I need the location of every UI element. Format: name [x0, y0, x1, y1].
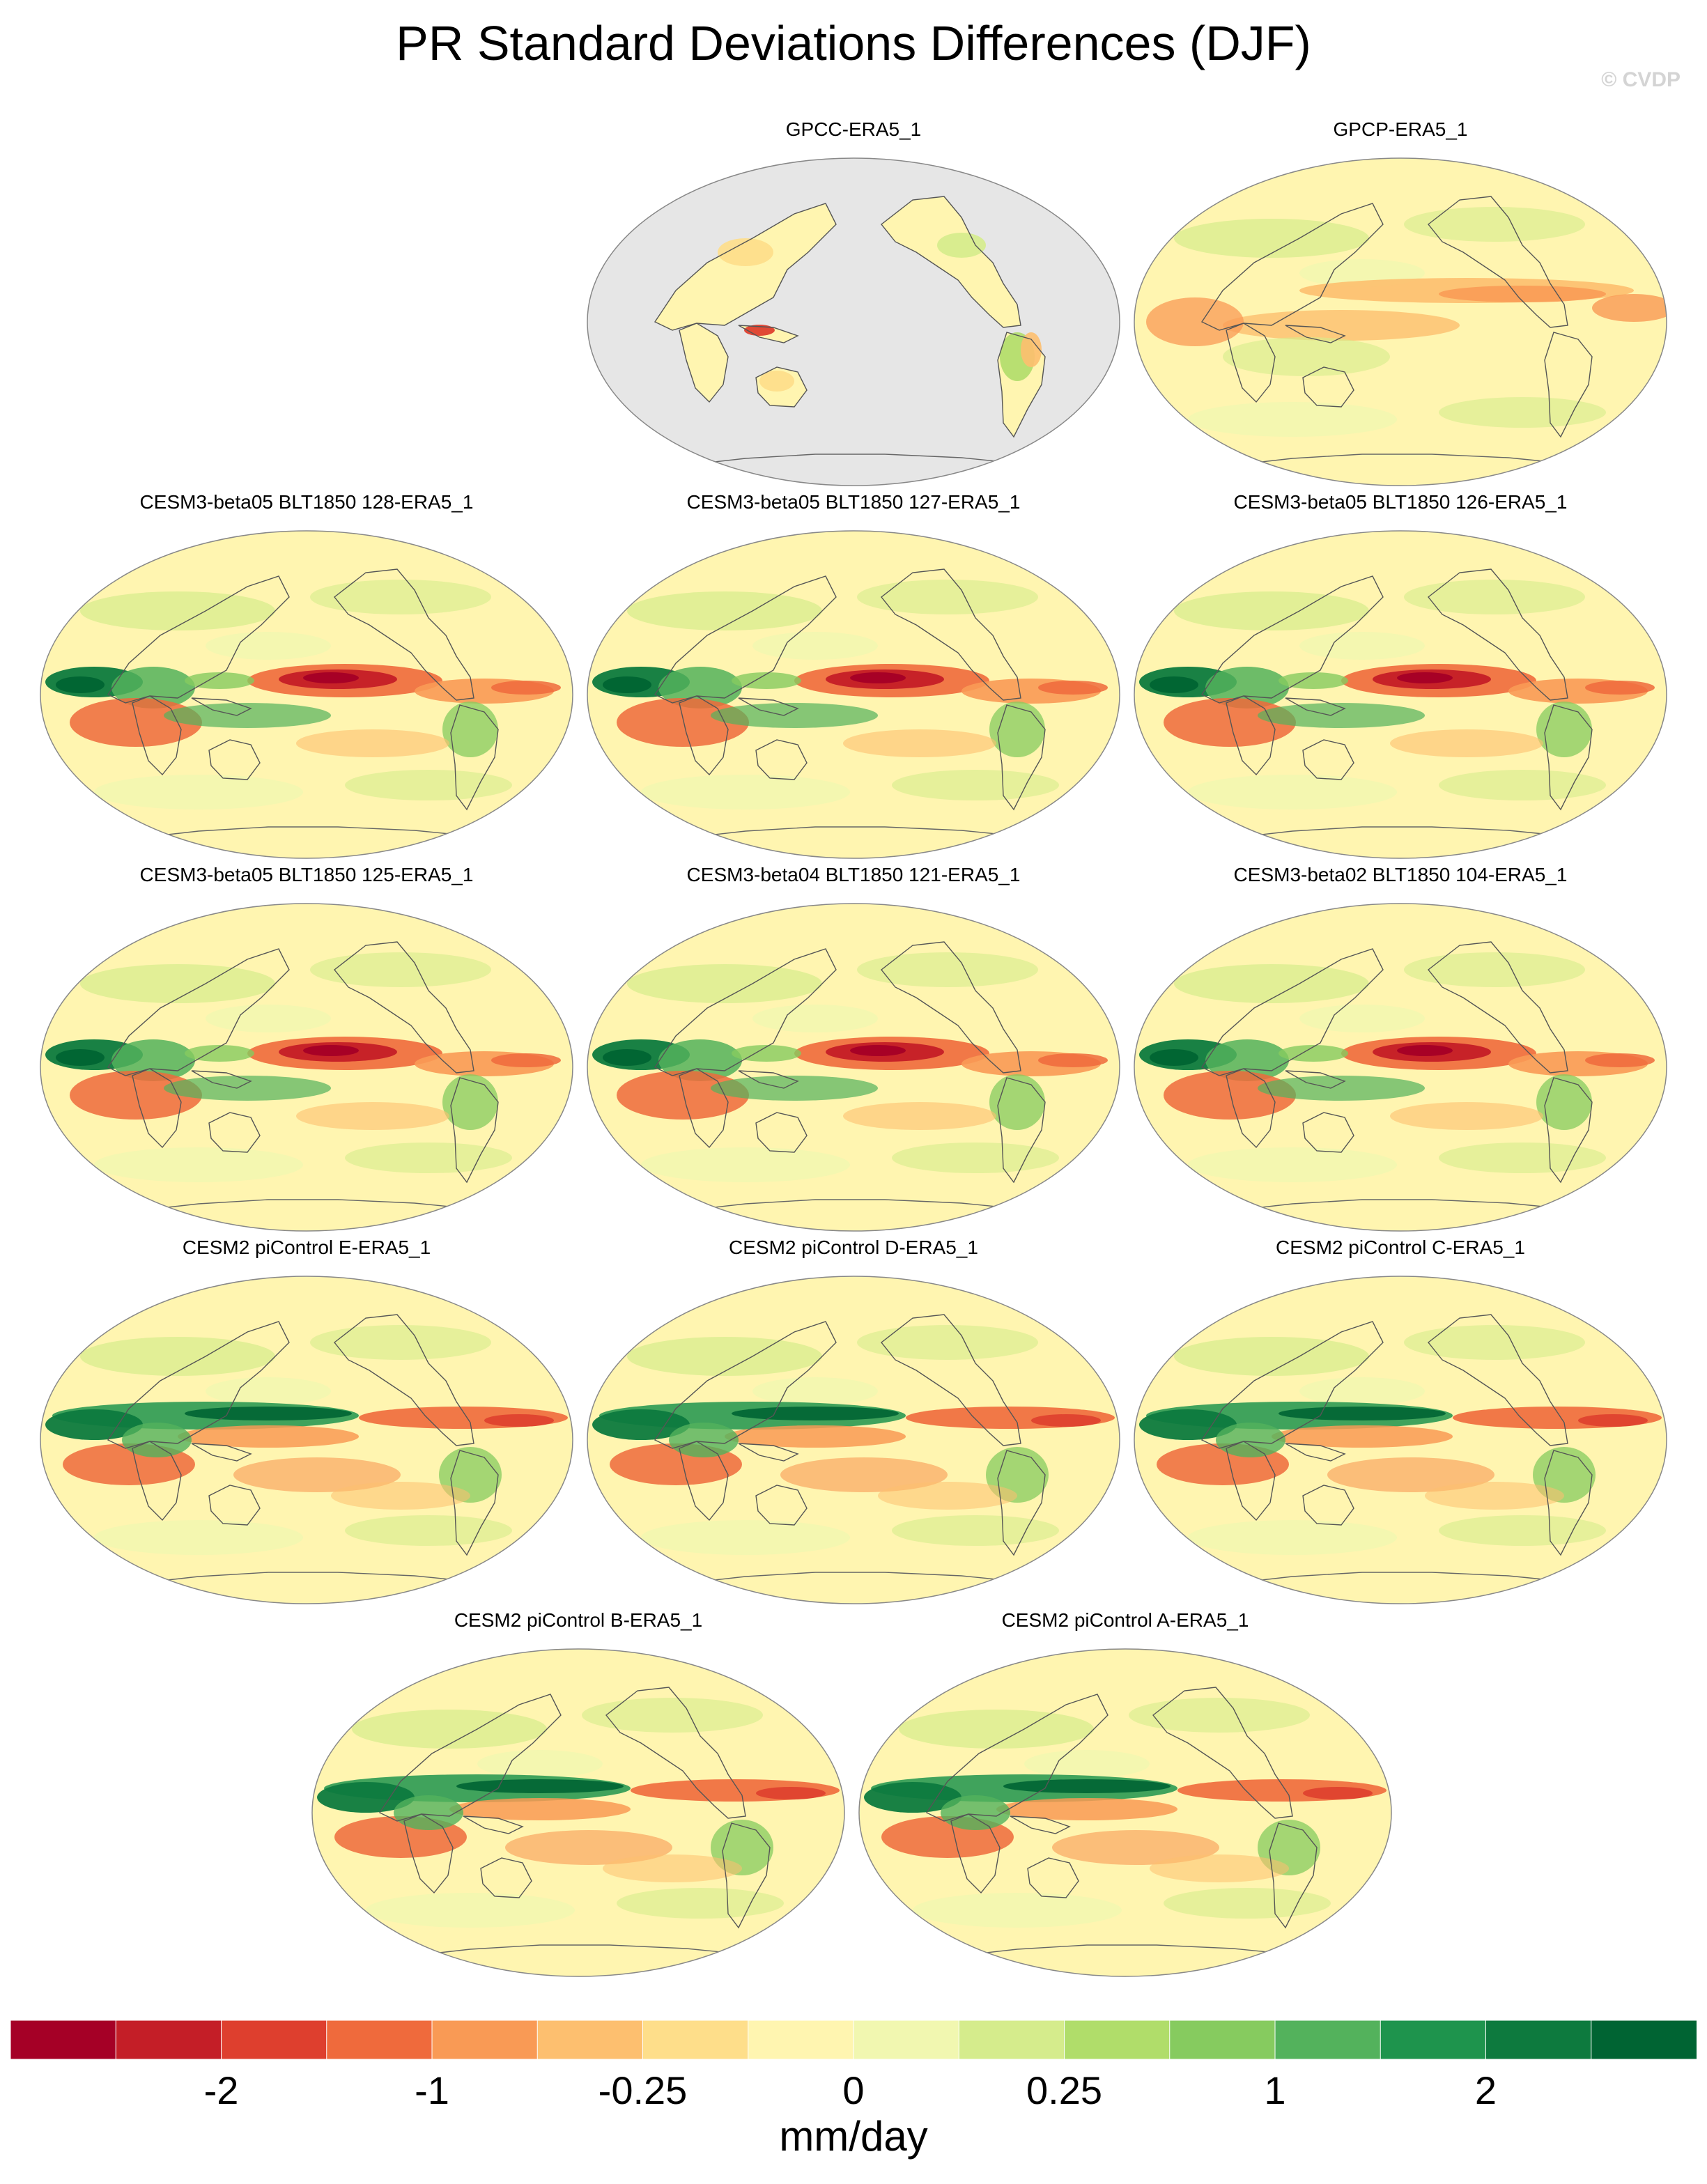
- panel-title: CESM3-beta02 BLT1850 104-ERA5_1: [1233, 864, 1568, 885]
- robinson-map: [587, 157, 1120, 486]
- robinson-map: [40, 1276, 573, 1604]
- panel-title: CESM3-beta05 BLT1850 125-ERA5_1: [139, 864, 474, 885]
- colorbar-swatch: [536, 2020, 644, 2060]
- colorbar-tick-label: 0: [842, 2068, 864, 2111]
- panel-title: CESM2 piControl B-ERA5_1: [454, 1609, 703, 1631]
- colorbar-swatch: [1485, 2020, 1592, 2060]
- robinson-map: [40, 530, 573, 859]
- robinson-map: [1134, 903, 1667, 1232]
- robinson-map: [587, 530, 1120, 859]
- colorbar-swatch: [10, 2020, 117, 2060]
- panel-title: CESM3-beta04 BLT1850 121-ERA5_1: [686, 864, 1021, 885]
- colorbar-tick-label: -1: [415, 2068, 449, 2111]
- colorbar-swatch: [748, 2020, 854, 2060]
- colorbar-swatch: [1169, 2020, 1276, 2060]
- colorbar-swatch: [221, 2020, 327, 2060]
- colorbar-swatch: [642, 2020, 749, 2060]
- colorbar-tick-label: 2: [1475, 2068, 1497, 2111]
- colorbar-swatch: [958, 2020, 1065, 2060]
- cvdp-watermark: © CVDP: [1601, 68, 1681, 91]
- robinson-map: [858, 1648, 1392, 1977]
- colorbar-swatch: [1380, 2020, 1487, 2060]
- colorbar-tick-label: 1: [1264, 2068, 1285, 2111]
- panel-title: CESM3-beta05 BLT1850 127-ERA5_1: [686, 491, 1021, 513]
- panel-title: CESM2 piControl E-ERA5_1: [182, 1237, 431, 1258]
- robinson-map: [40, 903, 573, 1232]
- colorbar-swatch: [326, 2020, 433, 2060]
- robinson-map: [1134, 1276, 1667, 1604]
- robinson-map: [311, 1648, 845, 1977]
- colorbar: -2 -1 -0.25 0 0.25 1 2: [10, 2020, 1697, 2111]
- colorbar-swatch: [853, 2020, 960, 2060]
- colorbar-swatch: [431, 2020, 539, 2060]
- colorbar-swatch: [1064, 2020, 1171, 2060]
- colorbar-swatch: [1591, 2020, 1697, 2060]
- panel-title: GPCP-ERA5_1: [1333, 118, 1468, 140]
- colorbar-swatch: [115, 2020, 222, 2060]
- colorbar-tick-label: 0.25: [1026, 2068, 1102, 2111]
- panel-title: CESM2 piControl A-ERA5_1: [1001, 1609, 1249, 1631]
- robinson-map: [1134, 157, 1667, 486]
- colorbar-units-label: mm/day: [779, 2113, 928, 2160]
- figure-title: PR Standard Deviations Differences (DJF): [396, 16, 1311, 70]
- colorbar-swatch: [1274, 2020, 1382, 2060]
- robinson-map: [587, 903, 1120, 1232]
- colorbar-tick-label: -2: [204, 2068, 239, 2111]
- robinson-map: [1134, 530, 1667, 859]
- colorbar-tick-label: -0.25: [598, 2068, 688, 2111]
- panel-title: CESM3-beta05 BLT1850 128-ERA5_1: [139, 491, 474, 513]
- robinson-map: [587, 1276, 1120, 1604]
- panel-title: CESM2 piControl D-ERA5_1: [729, 1237, 978, 1258]
- panel-title: GPCC-ERA5_1: [785, 118, 922, 140]
- panel-title: CESM3-beta05 BLT1850 126-ERA5_1: [1233, 491, 1568, 513]
- panel-title: CESM2 piControl C-ERA5_1: [1276, 1237, 1525, 1258]
